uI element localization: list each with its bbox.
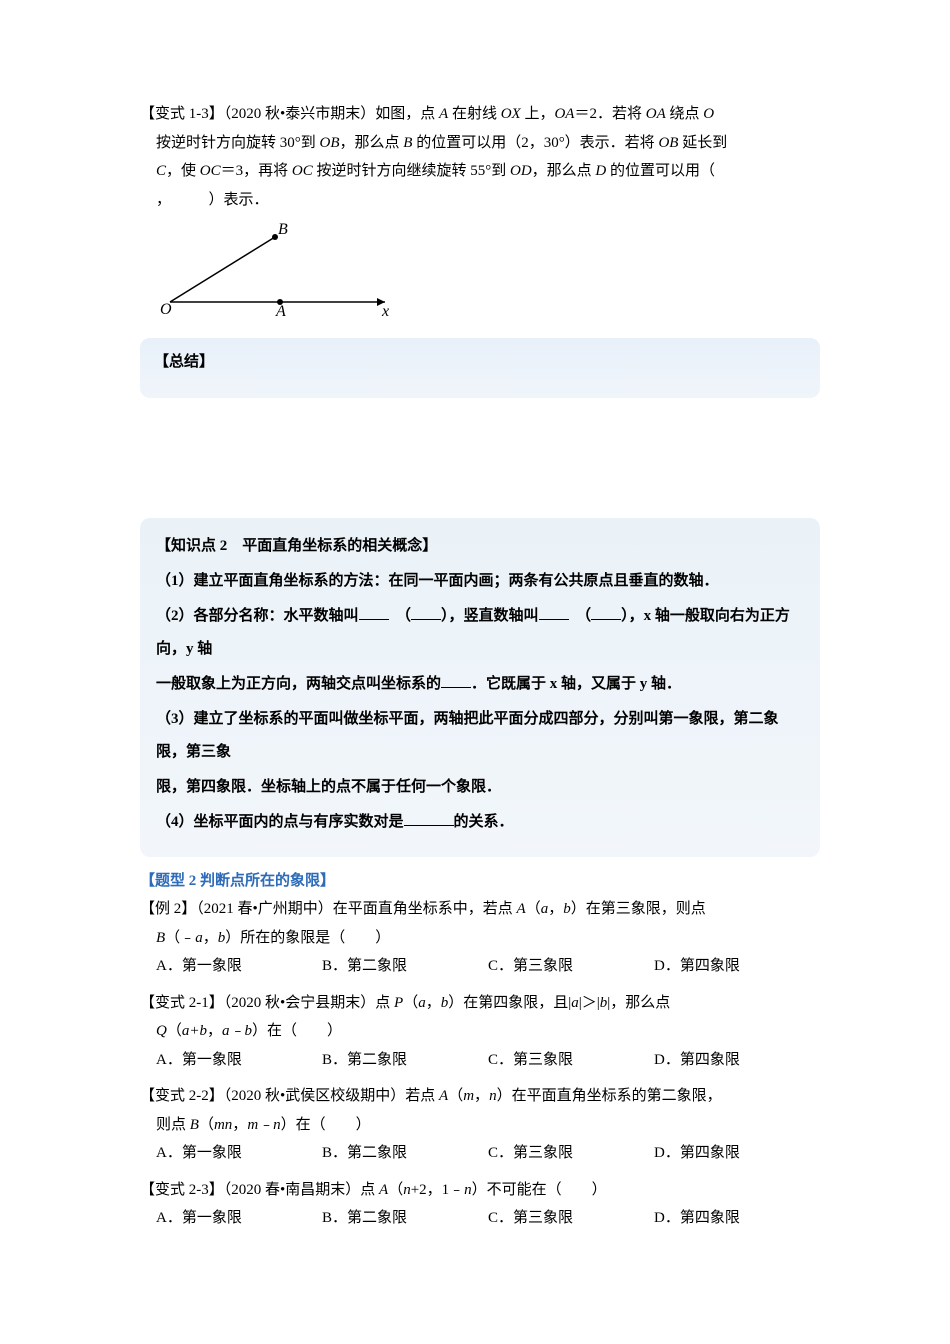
knowledge-p4: （4）坐标平面内的点与有序实数对是的关系． — [156, 806, 804, 839]
option-c: C．第三象限 — [488, 952, 654, 981]
knowledge-title: 【知识点 2 平面直角坐标系的相关概念】 — [156, 530, 804, 563]
label-x: x — [381, 303, 389, 317]
option-d: D．第四象限 — [654, 952, 820, 981]
label-a: A — [275, 303, 286, 317]
knowledge-p3: （3）建立了坐标系的平面叫做坐标平面，两轴把此平面分成四部分，分别叫第一象限，第… — [156, 703, 804, 769]
label-b: B — [278, 222, 288, 238]
option-a: A．第一象限 — [156, 952, 322, 981]
variant-2-2-options: A．第一象限 B．第二象限 C．第三象限 D．第四象限 — [140, 1139, 820, 1168]
angle-diagram: B O A x — [160, 222, 820, 328]
variant-2-1: 【变式 2-1】（2020 秋•会宁县期末）点 P（a，b）在第四象限，且|a|… — [140, 989, 820, 1075]
variant-2-2: 【变式 2-2】（2020 秋•武侯区校级期中）若点 A（m，n）在平面直角坐标… — [140, 1082, 820, 1168]
label: 【变式 1-3】 — [140, 106, 224, 122]
knowledge-p3b: 限，第四象限．坐标轴上的点不属于任何一个象限． — [156, 771, 804, 804]
option-b: B．第二象限 — [322, 952, 488, 981]
variant-2-3: 【变式 2-3】（2020 春•南昌期末）点 A（n+2，1﹣n）不可能在（ ）… — [140, 1176, 820, 1233]
knowledge-box: 【知识点 2 平面直角坐标系的相关概念】 （1）建立平面直角坐标系的方法：在同一… — [140, 518, 820, 857]
label-o: O — [160, 301, 172, 317]
variant-2-1-options: A．第一象限 B．第二象限 C．第三象限 D．第四象限 — [140, 1046, 820, 1075]
knowledge-p2: （2）各部分名称：水平数轴叫 （），竖直数轴叫 （），x 轴一般取向右为正方向，… — [156, 600, 804, 666]
summary-box: 【总结】 — [140, 338, 820, 398]
example-2-options: A．第一象限 B．第二象限 C．第三象限 D．第四象限 — [140, 952, 820, 981]
example-2: 【例 2】（2021 春•广州期中）在平面直角坐标系中，若点 A（a，b）在第三… — [140, 895, 820, 981]
topic-2-title: 【题型 2 判断点所在的象限】 — [140, 867, 820, 896]
knowledge-p2b: 一般取象上为正方向，两轴交点叫坐标系的．它既属于 x 轴，又属于 y 轴． — [156, 668, 804, 701]
variant-2-3-options: A．第一象限 B．第二象限 C．第三象限 D．第四象限 — [140, 1204, 820, 1233]
ray-ob — [170, 237, 275, 302]
knowledge-p1: （1）建立平面直角坐标系的方法：在同一平面内画；两条有公共原点且垂直的数轴． — [156, 565, 804, 598]
summary-label: 【总结】 — [154, 354, 214, 370]
question-1-3: 【变式 1-3】（2020 秋•泰兴市期末）如图，点 A 在射线 OX 上，OA… — [140, 100, 820, 214]
